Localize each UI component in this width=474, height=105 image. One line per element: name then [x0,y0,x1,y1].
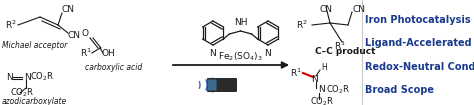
Text: CN: CN [319,5,332,14]
Text: CO$_2$R: CO$_2$R [30,71,54,83]
Text: H: H [321,64,327,72]
Text: R$^1$: R$^1$ [80,47,92,59]
Text: Iron Photocatalysis: Iron Photocatalysis [365,15,471,25]
Text: O: O [82,28,89,37]
Text: Michael acceptor: Michael acceptor [2,41,67,49]
Text: CN: CN [68,32,81,41]
Text: R$^1$: R$^1$ [290,67,302,79]
Text: N: N [24,72,31,81]
Text: Fe$_2$(SO$_4$)$_3$: Fe$_2$(SO$_4$)$_3$ [218,51,263,63]
Text: N: N [318,85,325,94]
Text: carboxylic acid: carboxylic acid [85,64,142,72]
Text: R$^1$: R$^1$ [334,40,346,52]
Text: N: N [264,49,272,58]
FancyBboxPatch shape [208,79,217,91]
Text: C–C product: C–C product [315,47,375,56]
Text: CO$_2$R: CO$_2$R [10,87,34,99]
Text: azodicarboxylate: azodicarboxylate [2,98,67,105]
Text: Ligand-Accelerated Process: Ligand-Accelerated Process [365,38,474,48]
Text: CN: CN [353,5,366,14]
Text: OH: OH [102,49,116,58]
Text: N: N [210,49,216,58]
Text: R$^2$: R$^2$ [5,19,17,31]
Text: CN: CN [62,5,75,14]
Text: Broad Scope: Broad Scope [365,85,434,95]
Text: NH: NH [234,18,247,27]
Text: N: N [311,75,319,83]
Text: R$^2$: R$^2$ [296,19,308,31]
FancyBboxPatch shape [207,78,237,92]
Text: CO$_2$R: CO$_2$R [326,84,350,96]
Text: CO$_2$R: CO$_2$R [310,96,334,105]
Text: Redox-Neutral Conditions: Redox-Neutral Conditions [365,62,474,72]
Text: N: N [7,72,13,81]
